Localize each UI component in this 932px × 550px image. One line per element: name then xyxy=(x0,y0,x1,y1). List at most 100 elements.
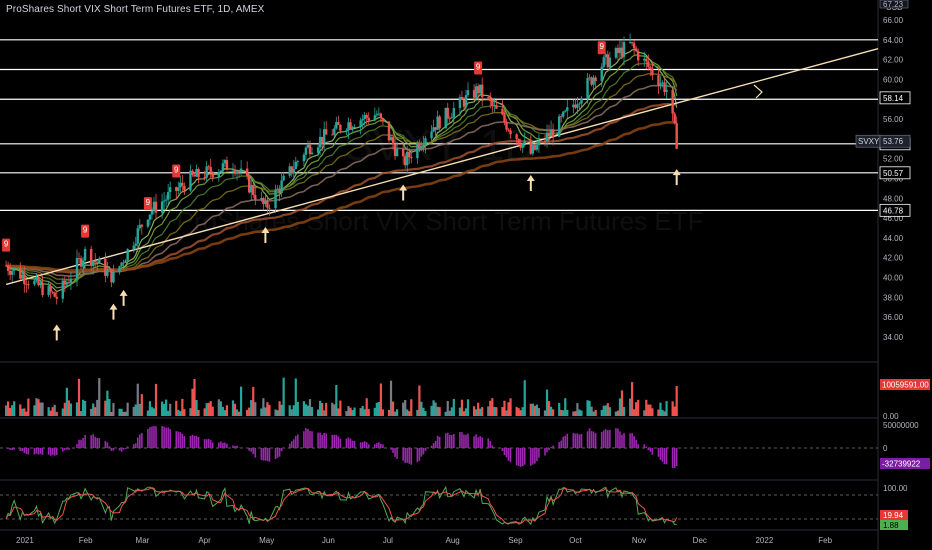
macd-histogram-bar[interactable] xyxy=(422,448,425,455)
candle[interactable] xyxy=(209,158,212,178)
macd-histogram-bar[interactable] xyxy=(505,448,508,458)
volume-bar[interactable] xyxy=(590,406,593,416)
volume-bar[interactable] xyxy=(124,411,127,416)
candle[interactable] xyxy=(245,161,249,180)
candle[interactable] xyxy=(622,36,626,66)
volume-bar[interactable] xyxy=(365,398,368,416)
volume-bar[interactable] xyxy=(189,408,192,416)
candle[interactable] xyxy=(89,245,93,272)
volume-bar[interactable] xyxy=(282,377,285,416)
volume-bar[interactable] xyxy=(79,411,83,416)
volume-bar[interactable] xyxy=(404,400,407,416)
volume-bar[interactable] xyxy=(51,407,54,416)
candle[interactable] xyxy=(217,168,221,182)
volume-bar[interactable] xyxy=(375,402,378,416)
candle[interactable] xyxy=(507,128,510,132)
candle[interactable] xyxy=(487,95,490,101)
candle[interactable] xyxy=(96,261,99,271)
volume-bar[interactable] xyxy=(262,398,265,416)
candle[interactable] xyxy=(39,279,42,289)
macd-histogram-bar[interactable] xyxy=(467,433,469,448)
candle[interactable] xyxy=(262,196,265,211)
macd-histogram-bar[interactable] xyxy=(183,436,186,448)
candle[interactable] xyxy=(138,219,141,231)
volume-bar[interactable] xyxy=(586,400,589,416)
candle[interactable] xyxy=(168,181,172,200)
macd-histogram-bar[interactable] xyxy=(90,435,92,448)
macd-histogram-bar[interactable] xyxy=(396,448,398,459)
macd-histogram-bar[interactable] xyxy=(175,431,178,448)
volume-bar[interactable] xyxy=(422,407,425,416)
candle[interactable] xyxy=(146,219,150,229)
volume-bar[interactable] xyxy=(477,402,480,416)
volume-bar[interactable] xyxy=(472,406,476,416)
volume-bar[interactable] xyxy=(576,403,579,416)
candle[interactable] xyxy=(166,183,170,205)
macd-histogram-bar[interactable] xyxy=(546,448,548,453)
macd-histogram-bar[interactable] xyxy=(55,448,58,455)
volume-bar[interactable] xyxy=(466,399,470,416)
candle[interactable] xyxy=(67,275,71,284)
candle[interactable] xyxy=(517,138,520,146)
nine-marker[interactable]: 9 xyxy=(143,197,152,211)
volume-bar[interactable] xyxy=(304,404,308,416)
candle[interactable] xyxy=(27,280,30,290)
candle[interactable] xyxy=(649,65,652,76)
candle[interactable] xyxy=(529,135,533,155)
volume-bar[interactable] xyxy=(246,409,249,416)
macd-histogram-bar[interactable] xyxy=(181,433,184,448)
volume-bar[interactable] xyxy=(367,409,370,416)
volume-bar[interactable] xyxy=(450,407,453,416)
macd-histogram-bar[interactable] xyxy=(657,448,660,457)
volume-bar[interactable] xyxy=(337,408,340,416)
candle[interactable] xyxy=(197,167,200,184)
macd-histogram-bar[interactable] xyxy=(351,440,354,448)
macd-histogram-bar[interactable] xyxy=(446,432,449,448)
macd-histogram-bar[interactable] xyxy=(420,448,423,457)
volume-bar[interactable] xyxy=(146,410,149,416)
macd-histogram-bar[interactable] xyxy=(586,431,589,448)
volume-bar[interactable] xyxy=(96,399,99,416)
volume-bar[interactable] xyxy=(523,380,526,416)
macd-histogram-bar[interactable] xyxy=(106,442,109,448)
volume-bar[interactable] xyxy=(588,400,591,416)
candle[interactable] xyxy=(424,136,427,154)
macd-histogram-bar[interactable] xyxy=(359,442,362,448)
macd-histogram-bar[interactable] xyxy=(193,435,196,448)
candle[interactable] xyxy=(604,53,607,65)
candle[interactable] xyxy=(545,124,549,148)
macd-histogram-bar[interactable] xyxy=(576,433,579,448)
volume-bar[interactable] xyxy=(98,378,101,416)
macd-histogram-bar[interactable] xyxy=(189,435,192,448)
candle[interactable] xyxy=(322,121,326,151)
candle[interactable] xyxy=(4,260,8,267)
candle[interactable] xyxy=(77,252,81,264)
volume-bar[interactable] xyxy=(501,407,504,416)
volume-bar[interactable] xyxy=(420,401,423,416)
candle[interactable] xyxy=(55,290,58,305)
candle[interactable] xyxy=(379,112,383,123)
volume-bar[interactable] xyxy=(55,411,58,416)
candle[interactable] xyxy=(586,73,589,104)
candle[interactable] xyxy=(252,181,255,198)
candle[interactable] xyxy=(557,113,561,138)
candle[interactable] xyxy=(124,259,127,263)
volume-bar[interactable] xyxy=(333,404,336,416)
volume-bar[interactable] xyxy=(325,402,328,416)
macd-histogram-bar[interactable] xyxy=(416,448,419,463)
candle[interactable] xyxy=(235,169,239,181)
volume-bar[interactable] xyxy=(197,409,200,416)
macd-histogram-bar[interactable] xyxy=(64,448,66,451)
volume-bar[interactable] xyxy=(63,402,66,416)
candle[interactable] xyxy=(493,97,496,113)
candle[interactable] xyxy=(304,145,308,160)
candle[interactable] xyxy=(675,116,678,150)
macd-histogram-bar[interactable] xyxy=(404,448,407,463)
macd-histogram-bar[interactable] xyxy=(558,442,560,448)
volume-bar[interactable] xyxy=(106,390,109,416)
candle[interactable] xyxy=(657,68,660,95)
current-price-tag[interactable]: SVXY 53.76 xyxy=(855,134,911,148)
candle[interactable] xyxy=(416,140,419,164)
candle[interactable] xyxy=(296,159,300,167)
candle[interactable] xyxy=(478,84,482,97)
